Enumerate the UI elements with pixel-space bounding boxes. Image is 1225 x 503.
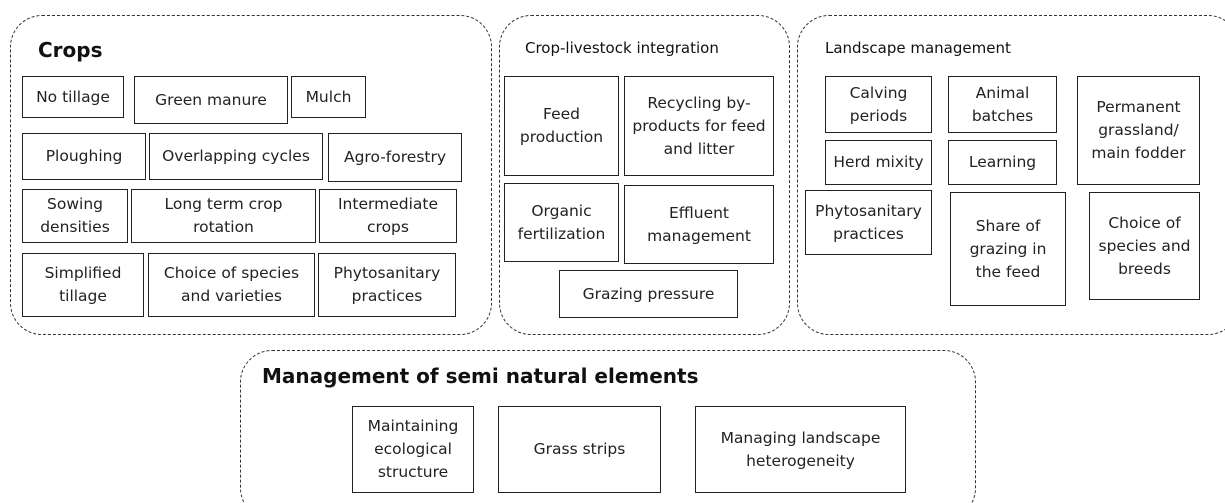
practice-box: Phytosanitary practices [805, 190, 932, 255]
practice-box: Long term crop rotation [131, 189, 316, 243]
practice-box: No tillage [22, 76, 124, 118]
practice-box: Recycling by-products for feed and litte… [624, 76, 774, 176]
practice-box: Simplified tillage [22, 253, 144, 317]
practice-box: Sowing densities [22, 189, 128, 243]
practice-box: Learning [948, 140, 1057, 185]
practice-box: Intermediate crops [319, 189, 457, 243]
group-title: Management of semi natural elements [262, 364, 699, 388]
practice-box: Ploughing [22, 133, 146, 180]
practice-box: Calving periods [825, 76, 932, 133]
practice-box: Agro-forestry [328, 133, 462, 182]
practice-box: Choice of species and breeds [1089, 192, 1200, 300]
group-title: Crops [38, 38, 103, 62]
group-frame [10, 15, 492, 335]
group-title: Crop-livestock integration [525, 39, 719, 57]
practice-box: Organic fertilization [504, 183, 619, 262]
group-title: Landscape management [825, 39, 1011, 57]
practice-box: Phytosanitary practices [318, 253, 456, 317]
group-frame [240, 350, 976, 503]
practice-box: Mulch [291, 76, 366, 118]
practice-box: Grazing pressure [559, 270, 738, 318]
practice-box: Herd mixity [825, 140, 932, 185]
practice-box: Permanent grassland/ main fodder [1077, 76, 1200, 185]
practice-box: Green manure [134, 76, 288, 124]
practice-box: Share of grazing in the feed [950, 192, 1066, 306]
group-frame [499, 15, 790, 335]
practice-box: Animal batches [948, 76, 1057, 133]
practice-box: Choice of species and varieties [148, 253, 315, 317]
practice-box: Overlapping cycles [149, 133, 323, 180]
group-frame [797, 15, 1225, 335]
practice-box: Maintaining ecological structure [352, 406, 474, 493]
practice-box: Effluent management [624, 185, 774, 264]
practice-box: Grass strips [498, 406, 661, 493]
practice-box: Managing landscape heterogeneity [695, 406, 906, 493]
practice-box: Feed production [504, 76, 619, 176]
